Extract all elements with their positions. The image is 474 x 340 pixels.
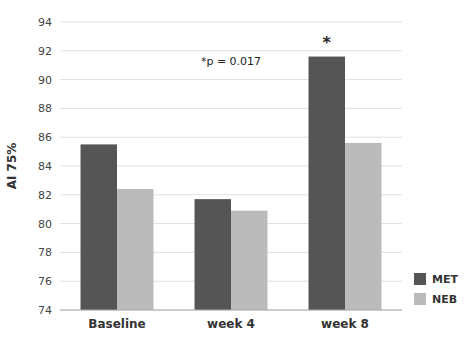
y-tick-label: 82 [38,189,52,202]
y-tick-label: 76 [38,275,52,288]
grid-line [60,137,402,138]
bars [81,57,382,310]
legend: MET NEB [414,273,458,306]
chart: 74 76 78 80 82 84 86 88 90 92 94 Baseline week 4 week… [0,0,474,340]
bar [117,189,153,310]
grid-line [60,310,402,311]
grid-line [60,108,402,109]
legend-label: MET [432,273,458,286]
y-tick-label: 90 [38,74,52,87]
y-axis-label: AI 75% [5,143,19,190]
grid-line [60,79,402,80]
y-tick-label: 84 [38,160,52,173]
legend-swatch [414,293,426,305]
bar [81,144,117,310]
y-tick-label: 78 [38,246,52,259]
grid-line [60,22,402,23]
y-tick-label: 94 [38,16,52,29]
x-tick-label: week 4 [207,317,255,331]
bar [231,211,267,310]
annotation: * [323,33,332,52]
y-tick-label: 88 [38,102,52,115]
y-tick-label: 74 [38,304,52,317]
bar [195,199,231,310]
x-axis-line [60,310,402,311]
bar [309,57,345,310]
annotation: *p = 0.017 [201,55,261,68]
y-tick-label: 86 [38,131,52,144]
bar [345,143,381,310]
y-tick-label: 80 [38,218,52,231]
x-tick-label: Baseline [88,317,145,331]
x-tick-label: week 8 [321,317,369,331]
y-tick-label: 92 [38,45,52,58]
legend-label: NEB [432,293,457,306]
legend-swatch [414,273,426,285]
grid-line [60,50,402,51]
